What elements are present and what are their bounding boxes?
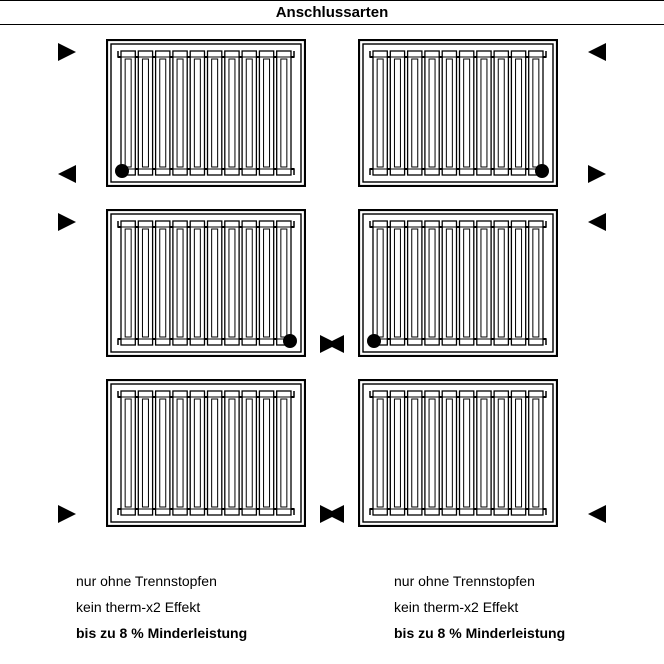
radiator-grid bbox=[0, 25, 664, 569]
arrow-left-icon bbox=[326, 505, 344, 523]
caption-right-l3: bis zu 8 % Minderleistung bbox=[394, 621, 626, 647]
cell-0-right bbox=[332, 39, 658, 187]
row-1 bbox=[6, 209, 658, 357]
arrow-left-icon bbox=[58, 165, 76, 183]
caption-left-l1: nur ohne Trennstopfen bbox=[76, 569, 300, 595]
caption-right-l2: kein therm-x2 Effekt bbox=[394, 595, 626, 621]
row-2 bbox=[6, 379, 658, 527]
caption-left: nur ohne Trennstopfen kein therm-x2 Effe… bbox=[0, 569, 326, 647]
cell-0-left bbox=[6, 39, 332, 187]
radiator-1-left bbox=[106, 209, 306, 357]
radiator-0-right bbox=[358, 39, 558, 187]
arrow-right-icon bbox=[58, 43, 76, 61]
arrow-left-icon bbox=[588, 43, 606, 61]
captions: nur ohne Trennstopfen kein therm-x2 Effe… bbox=[0, 569, 664, 647]
arrow-right-icon bbox=[588, 165, 606, 183]
radiator-2-right bbox=[358, 379, 558, 527]
title-bar: Anschlussarten bbox=[0, 0, 664, 25]
caption-right: nur ohne Trennstopfen kein therm-x2 Effe… bbox=[326, 569, 652, 647]
row-0 bbox=[6, 39, 658, 187]
arrow-left-icon bbox=[326, 335, 344, 353]
cell-2-right bbox=[332, 379, 658, 527]
caption-right-l1: nur ohne Trennstopfen bbox=[394, 569, 626, 595]
page: Anschlussarten nur ohne Trennstopfen kei… bbox=[0, 0, 664, 647]
radiator-0-left bbox=[106, 39, 306, 187]
cell-2-left bbox=[6, 379, 332, 527]
arrow-right-icon bbox=[58, 505, 76, 523]
radiator-2-left bbox=[106, 379, 306, 527]
cell-1-left bbox=[6, 209, 332, 357]
caption-left-l2: kein therm-x2 Effekt bbox=[76, 595, 300, 621]
radiator-1-right bbox=[358, 209, 558, 357]
page-title: Anschlussarten bbox=[0, 4, 664, 21]
cell-1-right bbox=[332, 209, 658, 357]
arrow-right-icon bbox=[58, 213, 76, 231]
arrow-left-icon bbox=[588, 505, 606, 523]
caption-left-l3: bis zu 8 % Minderleistung bbox=[76, 621, 300, 647]
arrow-left-icon bbox=[588, 213, 606, 231]
